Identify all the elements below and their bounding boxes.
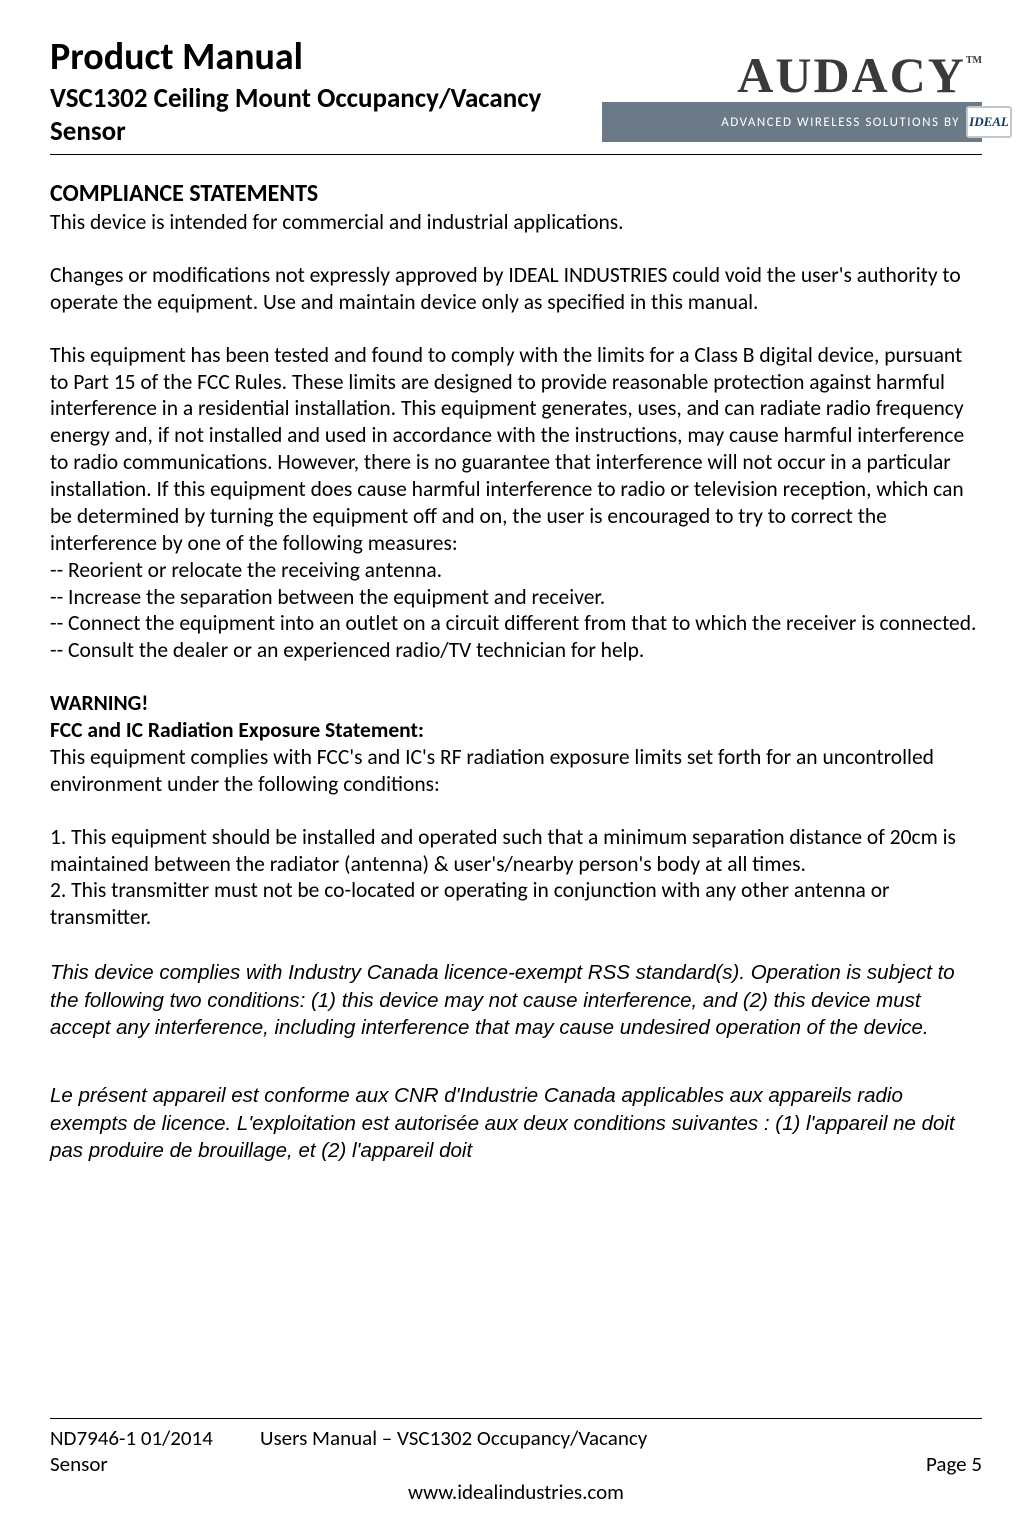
masthead: Product Manual VSC1302 Ceiling Mount Occ… [50, 12, 982, 148]
footer-divider [50, 1418, 982, 1419]
measure-item-1: -- Reorient or relocate the receiving an… [50, 557, 982, 584]
page-footer: ND7946-1 01/2014 Sensor Users Manual – V… [50, 1418, 982, 1505]
warning-subheading: FCC and IC Radiation Exposure Statement: [50, 717, 982, 744]
title-block: Product Manual VSC1302 Ceiling Mount Occ… [50, 12, 602, 148]
condition-item-1: 1. This equipment should be installed an… [50, 824, 982, 878]
footer-doc-id: ND7946-1 01/2014 Sensor [50, 1425, 260, 1477]
warning-heading: WARNING! [50, 690, 982, 717]
ic-statement-french: Le présent appareil est conforme aux CNR… [50, 1082, 982, 1165]
audacy-logo: AUDACYTM [602, 50, 982, 100]
masthead-divider [50, 154, 982, 155]
document-body: COMPLIANCE STATEMENTS This device is int… [50, 179, 982, 1165]
measure-item-2: -- Increase the separation between the e… [50, 584, 982, 611]
section-heading-compliance: COMPLIANCE STATEMENTS [50, 179, 982, 209]
paragraph-intended-use: This device is intended for commercial a… [50, 209, 982, 236]
warning-paragraph: This equipment complies with FCC's and I… [50, 744, 982, 798]
ideal-badge-icon: IDEAL [966, 106, 1012, 138]
brand-logo-block: AUDACYTM ADVANCED WIRELESS SOLUTIONS BY … [602, 50, 982, 148]
footer-doc-id-line2: Sensor [50, 1451, 108, 1477]
document-subtitle: VSC1302 Ceiling Mount Occupancy/Vacancy … [50, 82, 602, 148]
paragraph-modifications: Changes or modifications not expressly a… [50, 262, 982, 316]
footer-url: www.idealindustries.com [50, 1479, 982, 1505]
measure-item-4: -- Consult the dealer or an experienced … [50, 637, 982, 664]
logo-tagline-bar: ADVANCED WIRELESS SOLUTIONS BY IDEAL [602, 102, 982, 142]
audacy-logo-text: AUDACY [737, 47, 966, 103]
paragraph-fcc-classb: This equipment has been tested and found… [50, 342, 982, 557]
footer-doc-id-text: ND7946-1 01/2014 [50, 1425, 213, 1451]
condition-item-2: 2. This transmitter must not be co-locat… [50, 877, 982, 931]
footer-grid: ND7946-1 01/2014 Sensor Users Manual – V… [50, 1425, 982, 1505]
footer-center-title: Users Manual – VSC1302 Occupancy/Vacancy [260, 1425, 862, 1451]
document-title: Product Manual [50, 34, 602, 80]
ic-statement-english: This device complies with Industry Canad… [50, 959, 982, 1042]
footer-page-number: Page 5 [862, 1425, 982, 1477]
measure-item-3: -- Connect the equipment into an outlet … [50, 610, 982, 637]
logo-tagline-text: ADVANCED WIRELESS SOLUTIONS BY [721, 115, 960, 130]
trademark-symbol: TM [966, 55, 982, 66]
